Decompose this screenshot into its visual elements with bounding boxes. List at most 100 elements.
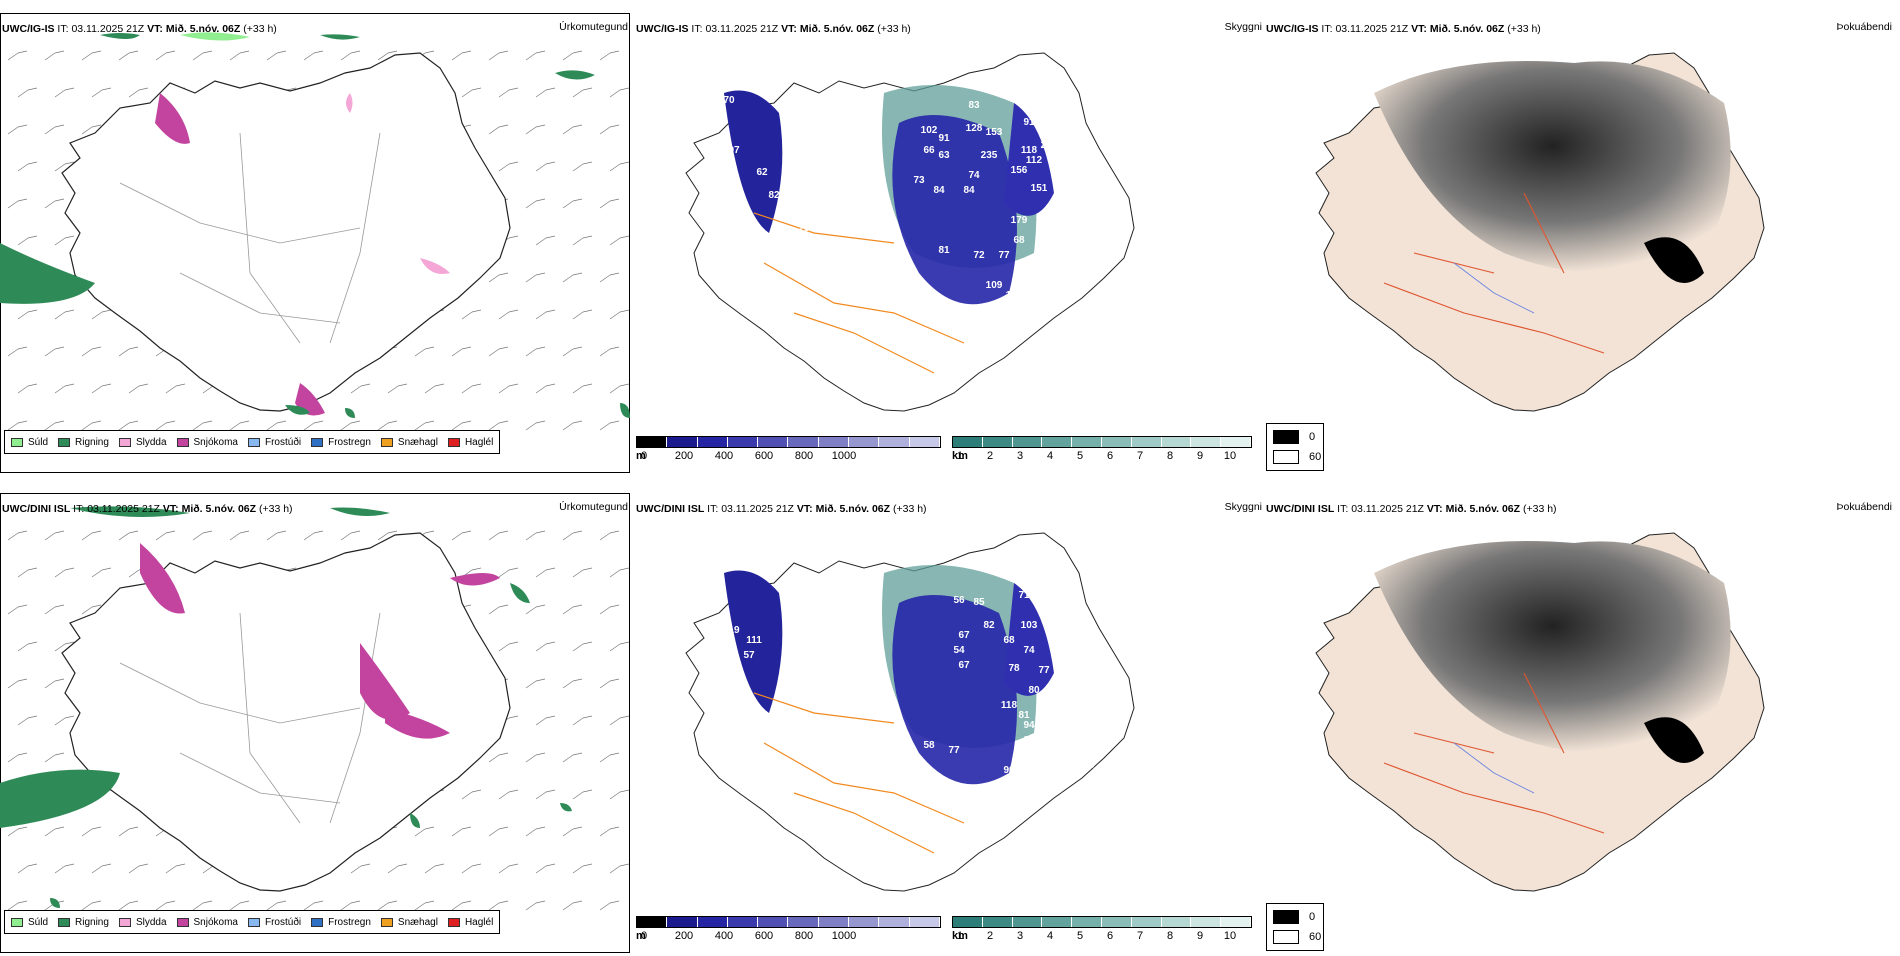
visibility-value: 84 [963,185,975,196]
m-tick: 600 [754,930,774,942]
km-tick: 2 [986,930,994,942]
visibility-value: 128 [966,123,983,134]
precip-area [510,583,530,603]
visibility-value: 151 [1031,183,1048,194]
panel-title: Þokuábendi [1836,501,1892,513]
km-tick: 9 [1196,930,1204,942]
visibility-value: 92 [1033,290,1045,301]
legend-swatch [380,917,393,927]
init-label: IT: [707,503,719,515]
lead-time: (+33 h) [1522,503,1557,515]
precip-area [50,898,60,908]
model-name: UWC/DINI ISL [2,503,71,515]
valid-time: Mið. 5.nóv. 06Z [165,23,241,35]
panel-dini-fog: UWC/DINI ISL IT: 03.11.2025 21Z VT: Mið.… [1264,493,1896,956]
visibility-value: 134 [1036,215,1053,226]
visibility-value: 67 [958,630,970,641]
legend-swatch [311,437,324,447]
legend-label: Snæhagl [397,436,438,448]
fog-legend: 0 60 [1266,423,1324,471]
visibility-value: 83 [968,100,980,111]
precip-legend-item: Frostúði [247,437,301,448]
init-label: IT: [73,503,85,515]
visibility-value: 329 [1036,725,1053,736]
fog-map [1315,532,1765,892]
legend-label: Frostúði [264,916,302,928]
rivers [1453,742,1535,794]
visibility-value: 71 [893,755,905,766]
km-tick: 5 [1076,930,1084,942]
visibility-value: 102 [1006,290,1023,301]
visibility-value: 82 [1058,205,1070,216]
precip-area [330,507,390,517]
precip-area [320,34,360,40]
visibility-value: 70 [723,95,735,106]
visibility-value: 82 [768,190,780,201]
valid-time: Mið. 5.nóv. 06Z [181,503,257,515]
precip-legend-item: Snæhagl [380,436,438,448]
visibility-value: 58 [923,740,935,751]
roads [753,692,965,854]
legend-swatch [247,437,260,447]
visibility-value: 78 [1048,263,1060,274]
visibility-value: 81 [1018,710,1030,721]
model-name: UWC/IG-IS [636,23,689,35]
precip-legend-item: Súld [11,437,48,448]
panel-igis-fog: UWC/IG-IS IT: 03.11.2025 21Z VT: Mið. 5.… [1264,13,1896,476]
fog-indicator-field [1374,61,1731,273]
legend-label: Haglél [464,916,494,928]
init-label: IT: [691,23,703,35]
model-name: UWC/IG-IS [2,23,55,35]
precip-area [155,93,190,144]
panel-header: UWC/DINI ISL IT: 03.11.2025 21Z VT: Mið.… [636,503,927,515]
panel-title: Skyggni [1224,21,1262,33]
precip-area [346,93,353,113]
m-tick: 200 [674,930,694,942]
precip-legend-item: Súld [11,917,48,928]
legend-label: Súld [28,916,49,928]
legend-swatch [447,437,460,447]
visibility-value: 69 [1033,580,1045,591]
init-time: 03.11.2025 21Z [1351,503,1424,515]
legend-label: 0 [1309,431,1316,443]
km-tick: 2 [986,450,994,462]
roads [753,212,965,374]
legend-label: Snjókoma [193,916,238,928]
visibility-colorbar-m: 0 200 400 600 800 1000 m [636,436,941,466]
precip-legend-item: Rigning [58,917,109,928]
visibility-value: 66 [1098,190,1110,201]
visibility-value: 71 [1018,590,1030,601]
precip-legend: Súld Rigning Slydda Snjókoma Frostúði Frostre… [4,430,501,454]
precip-area [180,32,250,41]
fog-indicator-field [1644,717,1704,763]
legend-label: Slydda [135,916,167,928]
visibility-value: 80 [1028,255,1040,266]
lead-time: (+33 h) [243,23,277,35]
init-label: IT: [57,23,69,35]
legend-swatch [1273,430,1299,444]
km-unit: km [952,930,968,942]
precip-area [295,383,325,416]
visibility-area-m [724,570,783,713]
visibility-value: 87 [1048,680,1060,691]
m-unit: m [636,930,646,942]
visibility-value: 91 [1023,117,1035,128]
visibility-value: 118 [1001,700,1018,711]
map-frame [0,13,630,473]
visibility-value: 113 [1056,760,1073,771]
visibility-value: 112 [1056,593,1073,604]
legend-swatch [380,437,393,447]
visibility-value: 74 [968,170,980,181]
coastline [61,532,511,892]
precip-area [420,258,450,274]
valid-time: Mið. 5.nóv. 06Z [1445,503,1521,515]
visibility-area-m [724,90,783,233]
legend-swatch [447,917,460,927]
visibility-value: 78 [1008,663,1020,674]
panel-header: UWC/DINI ISL IT: 03.11.2025 21Z VT: Mið.… [1266,503,1557,515]
visibility-value: 99 [1083,760,1095,771]
visibility-value: 65 [728,665,740,676]
lead-time: (+33 h) [258,503,293,515]
visibility-value: 84 [1023,735,1035,746]
